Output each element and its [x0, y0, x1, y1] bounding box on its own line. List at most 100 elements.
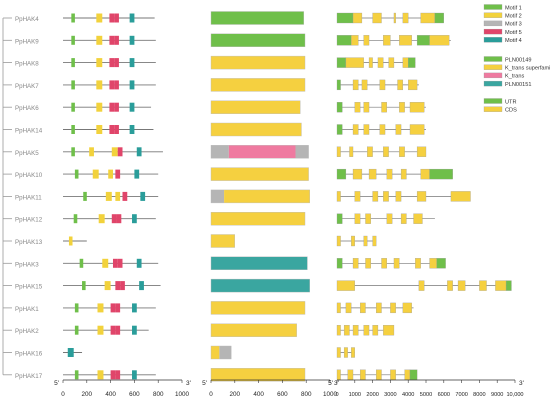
legend-swatch — [483, 56, 503, 62]
exon-box — [429, 168, 453, 180]
motif-box — [105, 191, 112, 201]
motif-box — [96, 102, 103, 112]
exon-box — [336, 12, 354, 24]
exon-box — [383, 146, 389, 157]
domain-axis-3prime: 3' — [334, 380, 339, 387]
motif-box — [117, 147, 123, 157]
gene-structure-panel — [336, 12, 512, 380]
gene-axis-5prime: 5' — [328, 380, 333, 387]
domain-box — [211, 33, 306, 47]
motif-box — [114, 80, 119, 90]
motif-box — [114, 13, 119, 23]
exon-box — [365, 213, 371, 224]
exon-box — [352, 325, 359, 336]
exon-box — [429, 258, 437, 269]
exon-box — [505, 280, 512, 291]
legend-swatch — [483, 80, 503, 87]
exon-box — [363, 124, 370, 135]
exon-box — [343, 325, 350, 336]
exon-box — [402, 12, 409, 24]
motif-box — [67, 348, 74, 357]
exon-box — [408, 57, 416, 68]
motif-box — [109, 35, 115, 45]
exon-box — [436, 258, 446, 269]
motif-box — [114, 102, 119, 112]
motif-box — [71, 102, 75, 112]
domain-outline — [210, 345, 232, 360]
exon-box — [479, 280, 487, 291]
exon-box — [386, 213, 393, 224]
gene-tick-label: 7000 — [455, 392, 467, 398]
motif-box — [71, 80, 75, 90]
domain-box — [211, 323, 297, 337]
motif-box — [96, 125, 103, 134]
motif-box — [110, 325, 116, 335]
exon-box — [336, 102, 343, 113]
exon-box — [365, 258, 371, 269]
gene-label: PpHAK2 — [15, 328, 39, 335]
exon-box — [416, 35, 430, 46]
domain-box — [211, 301, 306, 315]
motif-box — [140, 191, 146, 201]
exon-box — [336, 347, 341, 358]
exon-box — [434, 12, 444, 24]
motif-box — [98, 214, 105, 224]
legend-label: PLN00151 — [505, 82, 531, 88]
gene-tick-label: 3000 — [384, 392, 396, 398]
gene-label: PpHAK9 — [15, 38, 39, 45]
gene-tick-label: 8000 — [473, 392, 485, 398]
motif-box — [96, 80, 103, 90]
gene-tick-label: 5000 — [420, 392, 432, 398]
exon-box — [359, 302, 366, 314]
gene-label: PpHAK10 — [15, 172, 43, 179]
exon-box — [400, 213, 407, 224]
motif-box — [122, 191, 128, 201]
exon-box — [409, 102, 425, 113]
motif-box — [134, 169, 140, 179]
legend-swatch — [483, 64, 503, 70]
exon-box — [399, 35, 412, 46]
domain-tick-label: 0 — [209, 391, 213, 398]
domain-box — [211, 189, 225, 203]
legend-swatch — [483, 12, 503, 18]
exon-box — [351, 235, 355, 247]
gene-tick-label: 9000 — [491, 392, 503, 398]
motif-box — [71, 58, 75, 68]
exon-box — [345, 302, 352, 314]
domain-tick-label: 600 — [277, 391, 288, 398]
domain-tick-label: 1000 — [323, 391, 338, 398]
exon-box — [376, 302, 382, 314]
gene-label: PpHAK6 — [15, 105, 39, 112]
motif-axis-3prime: 3' — [186, 380, 191, 387]
gene-label: PpHAK5 — [15, 150, 39, 157]
exon-box — [416, 146, 427, 157]
exon-box — [361, 79, 368, 91]
exon-box — [336, 168, 347, 180]
gene-labels: PpHAK4 PpHAK9 PpHAK8 PpHAK7 PpHAK6 PpHAK14 PpH… — [15, 16, 43, 380]
exon-box — [336, 258, 343, 269]
exon-box — [368, 168, 377, 180]
motif-box — [111, 214, 117, 224]
domain-box — [211, 123, 302, 136]
exon-box — [383, 191, 389, 202]
legend-label: Motif 5 — [505, 30, 522, 36]
exon-box — [354, 213, 361, 224]
exon-box — [372, 325, 379, 336]
legend-label: CDS — [505, 108, 517, 114]
motif-box — [71, 13, 75, 23]
domain-box — [211, 368, 306, 382]
motif-box — [79, 258, 84, 268]
exon-box — [354, 191, 361, 202]
domain-box — [211, 234, 235, 248]
exon-box — [372, 191, 379, 202]
exon-box — [399, 146, 405, 157]
motif-tick-label: 200 — [82, 391, 93, 398]
domain-box — [224, 189, 310, 203]
motif-box — [129, 125, 135, 134]
motif-box — [109, 58, 115, 68]
gene-label: PpHAK7 — [15, 83, 39, 90]
motif-box — [83, 191, 87, 201]
legend-swatch — [483, 98, 503, 104]
exon-box — [367, 146, 373, 157]
motif-box — [89, 147, 94, 157]
